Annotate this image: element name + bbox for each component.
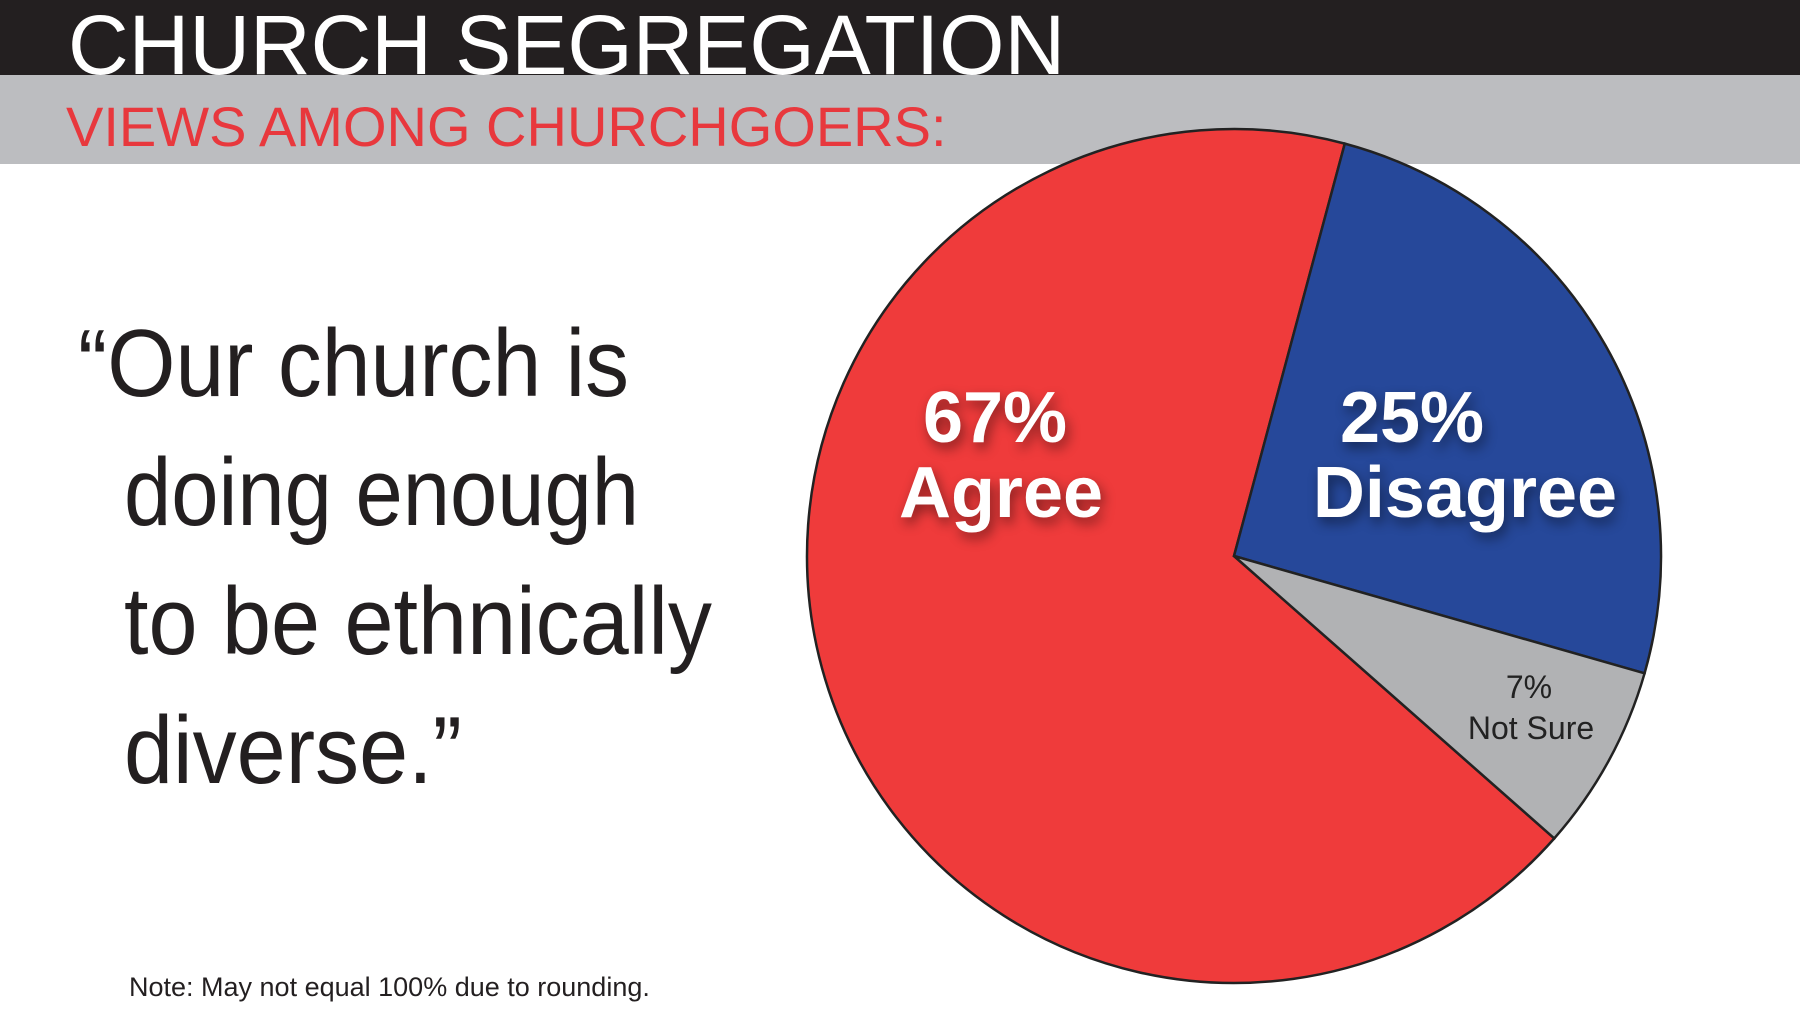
note: Note: May not equal 100% due to rounding…: [129, 972, 650, 1002]
chart-subtitle: VIEWS AMONG CHURCHGOERS:: [66, 95, 947, 158]
pie-slice: [1232, 142, 1663, 675]
quote-line: “Our church is: [78, 310, 629, 417]
value-label: 25%: [1340, 378, 1484, 458]
quote: “Our church is doing enough to be ethnic…: [78, 310, 712, 804]
subtitle-bar: [0, 75, 1800, 164]
title-bar: [0, 0, 1800, 75]
category-label: Disagree: [1313, 453, 1617, 533]
quote-line: diverse.”: [124, 697, 462, 804]
pie-slice: [1233, 554, 1647, 841]
pie-slice: [805, 127, 1557, 985]
pie: 67%Agree 25%Disagree 7% Not Sure: [805, 127, 1663, 985]
category-label: Agree: [899, 453, 1103, 533]
quote-line: doing enough: [124, 439, 639, 546]
chart-title: CHURCH SEGREGATION: [68, 0, 1065, 92]
value-label: 7%: [1506, 669, 1552, 705]
quote-line: to be ethnically: [124, 568, 712, 675]
value-label: 67%: [923, 378, 1067, 458]
category-label: Not Sure: [1468, 710, 1594, 746]
